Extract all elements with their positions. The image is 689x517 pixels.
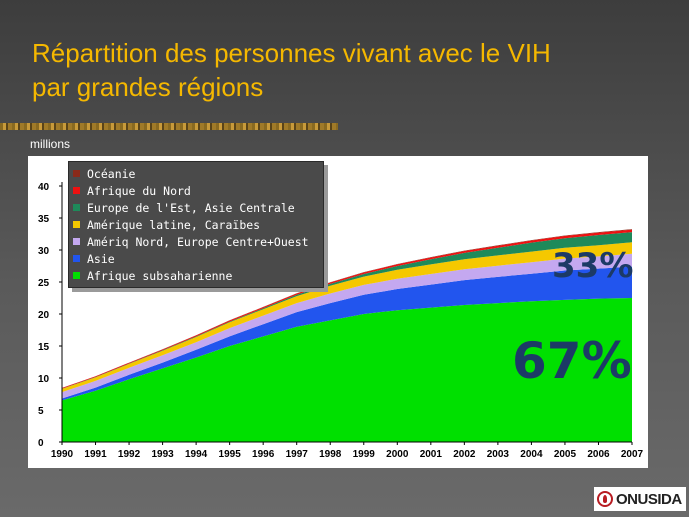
x-tick-label: 1992	[118, 449, 141, 460]
legend-item: Europe de l'Est, Asie Centrale	[73, 199, 319, 216]
x-tick-label: 1998	[319, 449, 342, 460]
x-tick-label: 2004	[520, 449, 543, 460]
y-tick-label: 40	[38, 182, 50, 193]
x-tick-label: 2000	[386, 449, 409, 460]
y-tick-label: 20	[38, 310, 50, 321]
legend-item: Amériq Nord, Europe Centre+Ouest	[73, 233, 319, 250]
y-axis-units-label: millions	[30, 137, 71, 151]
x-tick-label: 1996	[252, 449, 275, 460]
slide-title: Répartition des personnes vivant avec le…	[32, 36, 672, 104]
x-tick-label: 2007	[621, 449, 644, 460]
x-tick-label: 1990	[51, 449, 74, 460]
annotation-33-percent: 33%	[552, 246, 634, 286]
legend-item: Afrique subsaharienne	[73, 267, 319, 284]
y-tick-label: 30	[38, 246, 50, 257]
legend-item: Afrique du Nord	[73, 182, 319, 199]
x-tick-label: 2003	[487, 449, 510, 460]
chart-axes: 0 5 10 15 20 25 30 35 40 1990 1991 1992 1993 1994 1995…	[38, 182, 644, 460]
chart-legend: Océanie Afrique du Nord Europe de l'Est, A…	[68, 161, 324, 288]
x-tick-label: 1995	[219, 449, 242, 460]
x-tick-label: 1994	[185, 449, 208, 460]
legend-label: Afrique subsaharienne	[87, 268, 233, 283]
legend-label: Asie	[87, 251, 115, 266]
x-tick-label: 1997	[286, 449, 309, 460]
y-tick-label: 35	[38, 214, 50, 225]
annotation-67-percent: 67%	[512, 332, 632, 390]
stacked-area-chart: 0 5 10 15 20 25 30 35 40 1990 1991 1992 1993 1994 1995…	[28, 156, 648, 468]
title-line-2: par grandes régions	[32, 72, 264, 102]
decorative-rule	[0, 123, 338, 130]
legend-swatch	[73, 187, 80, 194]
unaids-emblem-icon	[597, 491, 613, 507]
y-tick-label: 5	[38, 406, 44, 417]
legend-swatch	[73, 238, 80, 245]
legend-label: Afrique du Nord	[87, 183, 191, 198]
area-series-3	[62, 242, 632, 393]
x-tick-label: 2006	[587, 449, 610, 460]
legend-item: Amérique latine, Caraïbes	[73, 216, 319, 233]
legend-swatch	[73, 255, 80, 262]
onusida-logo: ONUSIDA	[594, 487, 686, 511]
legend-label: Amérique latine, Caraïbes	[87, 217, 261, 232]
y-tick-label: 15	[38, 342, 50, 353]
legend-swatch	[73, 272, 80, 279]
legend-swatch	[73, 221, 80, 228]
area-series-2	[62, 253, 632, 399]
x-tick-label: 2002	[453, 449, 476, 460]
x-tick-label: 1999	[353, 449, 376, 460]
legend-swatch	[73, 170, 80, 177]
area-series-1	[62, 266, 632, 401]
y-tick-label: 0	[38, 438, 44, 449]
x-tick-label: 1991	[84, 449, 107, 460]
legend-item: Asie	[73, 250, 319, 267]
legend-label: Océanie	[87, 166, 136, 181]
y-tick-label: 10	[38, 374, 50, 385]
area-series-0	[62, 298, 632, 442]
chart-svg: 0 5 10 15 20 25 30 35 40 1990 1991 1992 1993 1994 1995…	[38, 182, 644, 460]
legend-swatch	[73, 204, 80, 211]
y-tick-label: 25	[38, 278, 50, 289]
logo-text: ONUSIDA	[616, 490, 682, 508]
legend-label: Europe de l'Est, Asie Centrale	[87, 200, 295, 215]
chart-areas	[62, 229, 632, 442]
x-tick-label: 2001	[420, 449, 443, 460]
legend-item: Océanie	[73, 165, 319, 182]
legend-label: Amériq Nord, Europe Centre+Ouest	[87, 234, 309, 249]
x-tick-label: 1993	[151, 449, 174, 460]
x-tick-label: 2005	[554, 449, 577, 460]
title-line-1: Répartition des personnes vivant avec le…	[32, 38, 551, 68]
